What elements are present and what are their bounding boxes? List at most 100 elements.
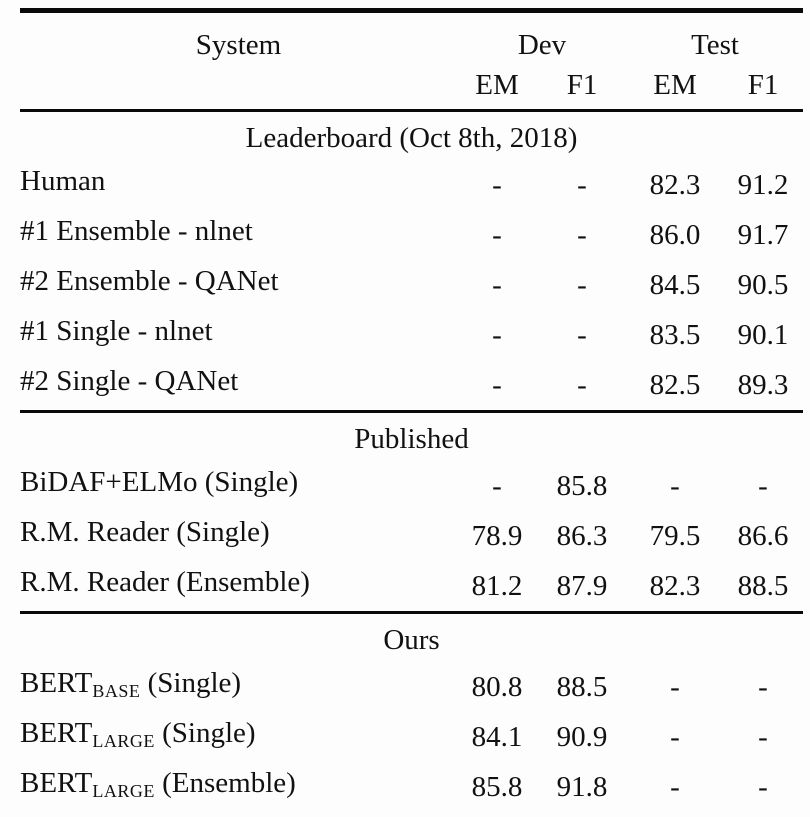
test-em-value: 79.5 <box>649 520 701 552</box>
dev-f1-value: - <box>577 219 587 251</box>
system-name-subscript: LARGE <box>92 731 155 751</box>
header-group-row: System Dev Test <box>20 11 803 66</box>
dev-f1-value: - <box>577 319 587 351</box>
column-header-empty <box>20 65 457 111</box>
test-em-value: 83.5 <box>649 319 701 351</box>
dev-em-value: - <box>492 369 502 401</box>
table-row: Human - - 82.3 91.2 <box>20 160 803 210</box>
section-published: Published BiDAF+ELMo (Single) - 85.8 - -… <box>20 412 804 613</box>
system-name-subscript: BASE <box>92 681 141 701</box>
table-row: R.M. Reader (Ensemble) 81.2 87.9 82.3 88… <box>20 561 803 613</box>
system-name-text: R.M. Reader (Single) <box>20 516 270 548</box>
test-f1-value: 91.7 <box>737 219 789 251</box>
table-row: BERTLARGE (Single) 84.1 90.9 - - <box>20 712 803 762</box>
dev-em-value: 84.1 <box>471 721 523 753</box>
dev-em-value: - <box>492 269 502 301</box>
test-em-value: 85.1 <box>627 812 723 817</box>
system-name-subscript: LARGE <box>92 781 155 801</box>
dev-em-value: 80.8 <box>471 671 523 703</box>
system-name-text: #1 Ensemble - nlnet <box>20 215 253 247</box>
system-name-text: #1 Single - nlnet <box>20 315 213 347</box>
column-header-dev-f1: F1 <box>566 69 598 101</box>
system-name: #2 Single - QANet <box>20 360 457 412</box>
section-title-row: Leaderboard (Oct 8th, 2018) <box>20 111 803 161</box>
dev-f1-value: 91.8 <box>556 771 608 803</box>
table-row: #2 Single - QANet - - 82.5 89.3 <box>20 360 803 412</box>
dev-f1-value: 85.8 <box>556 470 608 502</box>
section-title-row: Ours <box>20 613 803 663</box>
system-name-suffix: (Single) <box>154 717 256 749</box>
test-em-value: 82.3 <box>649 570 701 602</box>
column-header-test-f1: F1 <box>747 69 779 101</box>
system-name-text: BiDAF+ELMo (Single) <box>20 466 299 498</box>
table-row: R.M. Reader (Single) 78.9 86.3 79.5 86.6 <box>20 511 803 561</box>
test-em-value: - <box>670 721 680 753</box>
column-header-system: System <box>195 29 282 61</box>
section-leaderboard: Leaderboard (Oct 8th, 2018) Human - - 82… <box>20 111 804 412</box>
table-row: #1 Ensemble - nlnet - - 86.0 91.7 <box>20 210 803 260</box>
section-title: Ours <box>383 624 440 656</box>
dev-em-value: - <box>492 219 502 251</box>
results-table: System Dev Test EM F1 EM F1 Leaderboard … <box>20 8 804 817</box>
table-row: BERTBASE (Single) 80.8 88.5 - - <box>20 662 803 712</box>
test-f1-value: - <box>758 721 768 753</box>
section-ours: Ours BERTBASE (Single) 80.8 88.5 - - BER… <box>20 613 803 817</box>
test-f1-value: 91.2 <box>737 169 789 201</box>
test-f1-value: 90.1 <box>737 319 789 351</box>
test-em-value: - <box>670 771 680 803</box>
system-name: #1 Single - nlnet <box>20 310 457 360</box>
section-title: Published <box>354 423 469 455</box>
system-name-text: BERT <box>20 767 93 799</box>
column-header-dev-em: EM <box>475 69 519 101</box>
dev-em-value: - <box>492 169 502 201</box>
test-f1-value: 88.5 <box>737 570 789 602</box>
system-name-suffix: (Single) <box>140 667 242 699</box>
table-row: #2 Ensemble - QANet - - 84.5 90.5 <box>20 260 803 310</box>
dev-em-value: - <box>492 319 502 351</box>
system-name-suffix: (Ensemble) <box>154 767 296 799</box>
header-metric-row: EM F1 EM F1 <box>20 65 803 111</box>
dev-f1-value: 91.1 <box>537 812 627 817</box>
system-name: BERTLARGE (Sgl.+TriviaQA) <box>20 812 457 817</box>
test-f1-value: - <box>758 470 768 502</box>
table-row: #1 Single - nlnet - - 83.5 90.1 <box>20 310 803 360</box>
dev-f1-value: 87.9 <box>556 570 608 602</box>
system-name: BiDAF+ELMo (Single) <box>20 461 457 511</box>
section-title: Leaderboard (Oct 8th, 2018) <box>245 122 578 154</box>
system-name: BERTLARGE (Ensemble) <box>20 762 457 812</box>
test-f1-value: - <box>758 771 768 803</box>
table-row: BERTLARGE (Sgl.+TriviaQA) 84.2 91.1 85.1… <box>20 812 803 817</box>
dev-em-value: 81.2 <box>471 570 523 602</box>
test-f1-value: 86.6 <box>737 520 789 552</box>
dev-em-value: 84.2 <box>457 812 537 817</box>
system-name: BERTLARGE (Single) <box>20 712 457 762</box>
dev-em-value: - <box>492 470 502 502</box>
test-f1-value: 91.8 <box>723 812 803 817</box>
column-header-test-em: EM <box>653 69 697 101</box>
table-row: BiDAF+ELMo (Single) - 85.8 - - <box>20 461 803 511</box>
test-f1-value: - <box>758 671 768 703</box>
system-name: BERTBASE (Single) <box>20 662 457 712</box>
system-name-text: Human <box>20 165 106 197</box>
test-em-value: - <box>670 470 680 502</box>
system-name-text: #2 Single - QANet <box>20 365 239 397</box>
test-em-value: 86.0 <box>649 219 701 251</box>
dev-f1-value: - <box>577 269 587 301</box>
test-f1-value: 90.5 <box>737 269 789 301</box>
test-em-value: 82.3 <box>649 169 701 201</box>
column-group-test: Test <box>691 29 739 61</box>
dev-f1-value: - <box>577 369 587 401</box>
system-name: Human <box>20 160 457 210</box>
system-name-text: #2 Ensemble - QANet <box>20 265 279 297</box>
test-em-value: 82.5 <box>649 369 701 401</box>
dev-f1-value: 90.9 <box>556 721 608 753</box>
test-f1-value: 89.3 <box>737 369 789 401</box>
system-name: #1 Ensemble - nlnet <box>20 210 457 260</box>
system-name: R.M. Reader (Single) <box>20 511 457 561</box>
column-group-dev: Dev <box>517 29 567 61</box>
dev-f1-value: 88.5 <box>556 671 608 703</box>
system-name-text: R.M. Reader (Ensemble) <box>20 566 310 598</box>
table-header: System Dev Test EM F1 EM F1 <box>20 11 804 111</box>
table-row: BERTLARGE (Ensemble) 85.8 91.8 - - <box>20 762 803 812</box>
dev-f1-value: - <box>577 169 587 201</box>
